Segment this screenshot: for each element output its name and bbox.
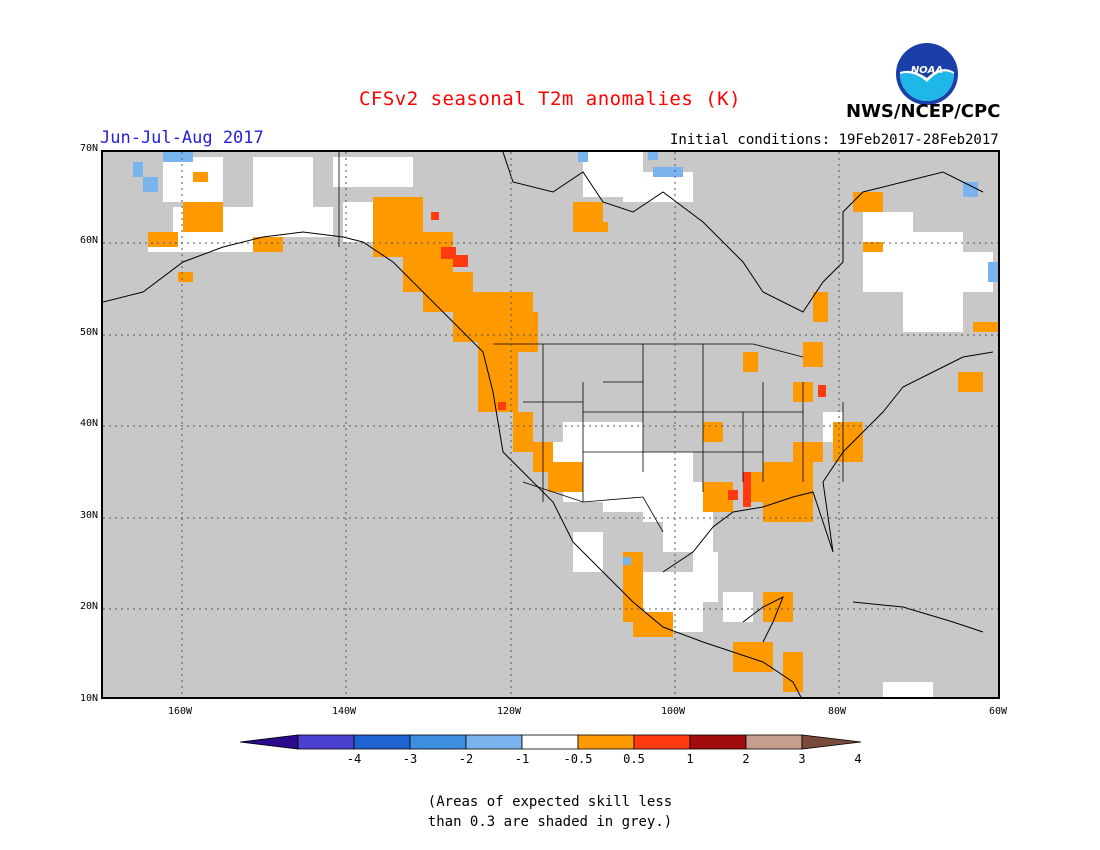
lon-label-120w: 120W bbox=[496, 706, 522, 717]
map-canvas bbox=[103, 152, 998, 697]
lat-label-70n: 70N bbox=[79, 143, 98, 154]
lon-label-60w: 60W bbox=[988, 706, 1008, 717]
colorbar-box bbox=[353, 734, 411, 750]
colorbar-tick-label: 3 bbox=[798, 752, 806, 766]
colorbar-box bbox=[297, 734, 355, 750]
colorbar-tick-label: 0.5 bbox=[623, 752, 645, 766]
skill-note-line-1: (Areas of expected skill less bbox=[427, 794, 673, 810]
graticule bbox=[103, 152, 998, 697]
colorbar-low-arrow bbox=[240, 734, 299, 750]
lon-label-80w: 80W bbox=[827, 706, 847, 717]
colorbar-high-arrow bbox=[801, 734, 862, 750]
colorbar-box bbox=[465, 734, 523, 750]
colorbar-box bbox=[745, 734, 803, 750]
initial-conditions-label: Initial conditions: 19Feb2017-28Feb2017 bbox=[670, 132, 999, 148]
colorbar-tick-label: -1 bbox=[514, 752, 530, 766]
skill-note-line-2: than 0.3 are shaded in grey.) bbox=[427, 814, 673, 830]
lat-label-10n: 10N bbox=[79, 693, 98, 704]
lon-label-140w: 140W bbox=[331, 706, 357, 717]
colorbar-tick-label: 4 bbox=[854, 752, 862, 766]
colorbar-tick-label: 1 bbox=[686, 752, 694, 766]
colorbar-tick-label: -4 bbox=[346, 752, 362, 766]
strong-warm-anomaly-regions bbox=[431, 212, 826, 507]
lat-label-40n: 40N bbox=[79, 418, 98, 429]
colorbar-tick-label: -3 bbox=[402, 752, 418, 766]
svg-text:NOAA: NOAA bbox=[911, 65, 943, 76]
colorbar-tick-label: 2 bbox=[742, 752, 750, 766]
lon-label-160w: 160W bbox=[167, 706, 193, 717]
colorbar-box bbox=[521, 734, 579, 750]
colorbar-tick-label: -2 bbox=[458, 752, 474, 766]
colorbar bbox=[240, 734, 862, 750]
colorbar-box bbox=[689, 734, 747, 750]
anomaly-map bbox=[101, 150, 1000, 699]
agency-label: NWS/NCEP/CPC bbox=[846, 101, 1001, 122]
cool-anomaly-regions bbox=[133, 152, 998, 565]
political-borders bbox=[338, 152, 844, 533]
colorbar-box bbox=[409, 734, 467, 750]
noaa-logo: NOAA bbox=[896, 43, 958, 105]
chart-title: CFSv2 seasonal T2m anomalies (K) bbox=[358, 88, 742, 110]
skill-note: (Areas of expected skill less than 0.3 a… bbox=[0, 792, 1100, 832]
warm-anomaly-regions bbox=[148, 172, 998, 692]
colorbar-box bbox=[633, 734, 691, 750]
colorbar-tick-label: -0.5 bbox=[563, 752, 593, 766]
season-label: Jun-Jul-Aug 2017 bbox=[100, 128, 264, 148]
lat-label-60n: 60N bbox=[79, 235, 98, 246]
colorbar-box bbox=[577, 734, 635, 750]
coastlines bbox=[103, 152, 994, 697]
lat-label-50n: 50N bbox=[79, 327, 98, 338]
lon-label-100w: 100W bbox=[660, 706, 686, 717]
lat-label-20n: 20N bbox=[79, 601, 98, 612]
lat-label-30n: 30N bbox=[79, 510, 98, 521]
